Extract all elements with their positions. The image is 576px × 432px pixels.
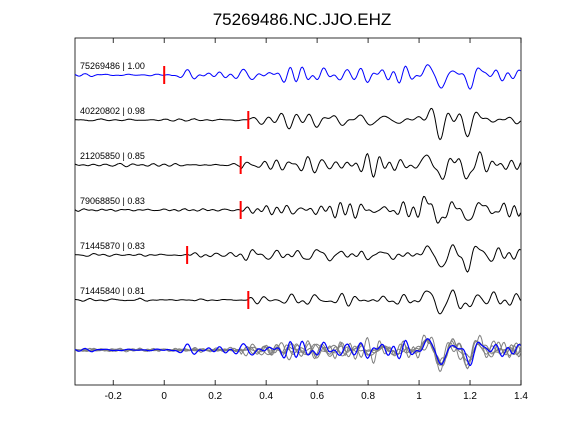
x-tick-label: 1.4: [514, 391, 528, 402]
trace-label: 75269486 | 1.00: [80, 61, 145, 71]
trace-label: 71445840 | 0.81: [80, 286, 145, 296]
x-tick-label: 1.2: [463, 391, 477, 402]
x-tick-label: 0: [161, 391, 167, 402]
chart-title: 75269486.NC.JJO.EHZ: [213, 10, 392, 29]
stack-overlay-group: [74, 334, 521, 373]
x-tick-label: -0.2: [105, 391, 123, 402]
trace-label: 71445870 | 0.83: [80, 241, 145, 251]
trace-label: 40220802 | 0.98: [80, 106, 145, 116]
trace-waveform: [74, 244, 521, 273]
trace-label: 79068850 | 0.83: [80, 196, 145, 206]
trace-waveform: [75, 289, 521, 315]
trace-waveform: [74, 107, 521, 141]
trace-waveform: [74, 64, 521, 90]
x-tick-label: 0.2: [208, 391, 222, 402]
plot-area: [74, 37, 522, 386]
x-tick-label: 0.4: [259, 391, 273, 402]
stack-reference-trace: [74, 338, 521, 367]
x-tick-label: 0.6: [310, 391, 324, 402]
x-axis: -0.2 0 0.2 0.4 0.6 0.8 1 1.2 1.4: [105, 38, 528, 402]
x-tick-label: 0.8: [361, 391, 375, 402]
traces-group: 75269486 | 1.00 40220802 | 0.98 21205850 |…: [74, 61, 521, 315]
trace-waveform: [74, 150, 521, 180]
x-tick-label: 1: [416, 391, 422, 402]
trace-waveform: [74, 195, 521, 224]
trace-label: 21205850 | 0.85: [80, 151, 145, 161]
stack-trace: [75, 338, 521, 370]
